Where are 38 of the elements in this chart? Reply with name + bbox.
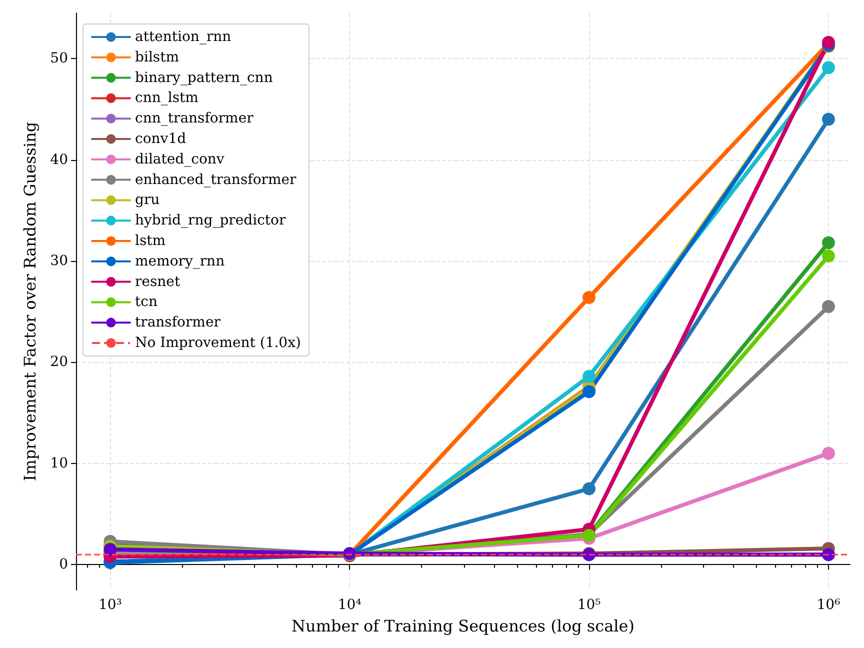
legend-label: dilated_conv [135, 151, 224, 168]
x-tick-label: 10⁴ [338, 597, 362, 613]
point [582, 385, 596, 398]
point [822, 446, 835, 460]
x-tick-label: 10⁶ [816, 597, 841, 613]
legend-label: cnn_lstm [135, 90, 198, 106]
legend-label: memory_rnn [135, 253, 225, 270]
y-tick-label: 20 [50, 354, 68, 370]
y-tick-label: 40 [50, 152, 68, 168]
legend-label: bilstm [135, 49, 180, 66]
legend-label: lstm [135, 233, 166, 249]
legend-label: attention_rnn [135, 29, 232, 45]
y-tick-label: 10 [50, 455, 68, 472]
x-tick-label: 10³ [98, 597, 122, 613]
y-tick-label: 30 [50, 253, 68, 270]
point [582, 290, 596, 304]
legend-label: tcn [135, 294, 158, 310]
legend-label: transformer [135, 314, 221, 331]
point [822, 61, 835, 74]
y-tick-label: 50 [50, 50, 68, 67]
point [582, 370, 596, 383]
legend-label: enhanced_transformer [135, 172, 296, 188]
point [822, 112, 835, 126]
legend-label: hybrid_rng_predictor [135, 212, 286, 229]
legend-label: cnn_transformer [135, 110, 254, 127]
point [582, 482, 596, 496]
point [822, 249, 835, 262]
legend-label: No Improvement (1.0x) [135, 335, 301, 351]
x-axis-title: Number of Training Sequences (log scale) [292, 616, 634, 636]
point [822, 236, 835, 250]
point [822, 300, 835, 314]
legend-label: gru [135, 192, 160, 208]
y-axis-title: Improvement Factor over Random Guessing [20, 122, 40, 482]
y-tick-label: 0 [59, 556, 68, 573]
legend-label: binary_pattern_cnn [135, 70, 273, 86]
legend-label: resnet [135, 274, 180, 290]
x-tick-label: 10⁵ [577, 597, 602, 613]
legend-label: conv1d [135, 131, 186, 147]
